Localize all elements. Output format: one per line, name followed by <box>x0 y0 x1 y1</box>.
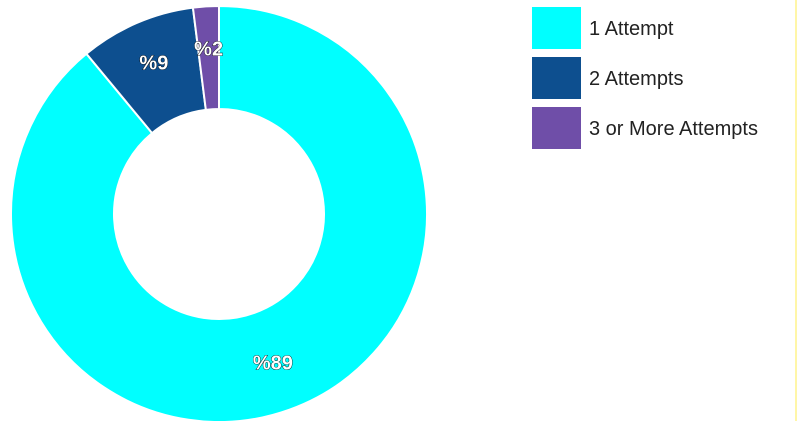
legend-swatch-2 <box>532 57 581 99</box>
slice-label-3: %2 <box>194 38 223 60</box>
slice-label-2: %9 <box>139 52 168 74</box>
page-edge-line <box>795 0 797 421</box>
legend-label-2: 2 Attempts <box>589 68 684 90</box>
legend-label-1: 1 Attempt <box>589 18 674 40</box>
legend-label-3: 3 or More Attempts <box>589 118 758 140</box>
donut-slices <box>10 4 428 421</box>
slice-3[interactable] <box>191 4 220 111</box>
legend: 1 Attempt 2 Attempts 3 or More Attempts <box>532 7 758 149</box>
slice-labels: %89 %9 %2 <box>139 38 293 375</box>
slice-label-1: %89 <box>253 353 293 375</box>
legend-swatch-1 <box>532 7 581 49</box>
legend-swatch-3 <box>532 107 581 149</box>
slice-1[interactable] <box>10 4 428 421</box>
